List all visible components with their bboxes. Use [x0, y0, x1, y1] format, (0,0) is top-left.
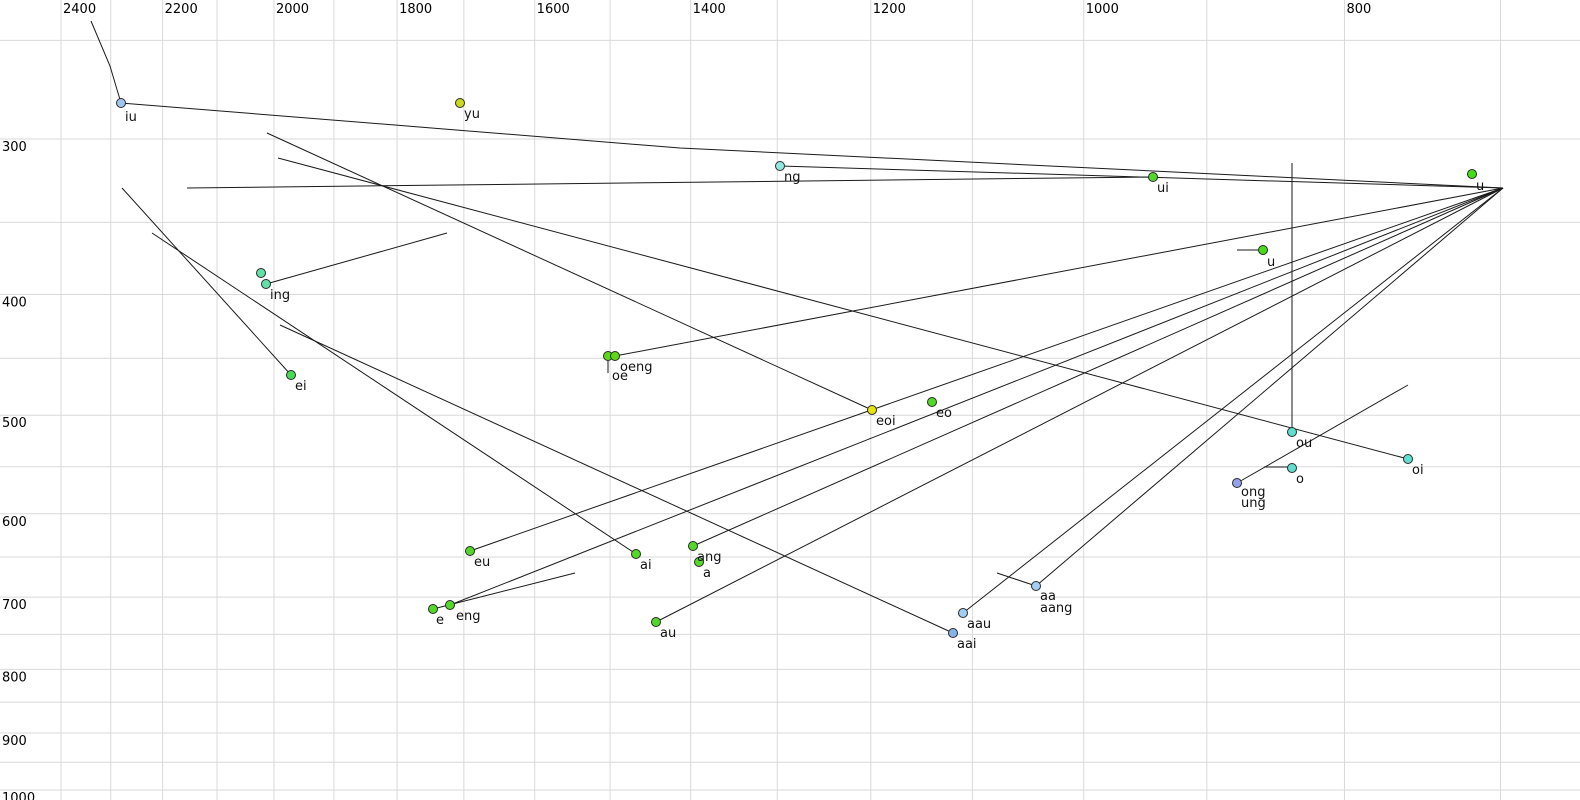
point-au — [651, 617, 661, 627]
label-u-top: u — [1476, 179, 1484, 194]
y-tick-label: 900 — [2, 734, 27, 749]
point-aau — [958, 608, 968, 618]
point-eng — [445, 600, 455, 610]
x-tick-label: 2400 — [63, 2, 96, 17]
label-a: a — [703, 566, 711, 581]
trajectory-iu-glide — [120, 102, 1504, 189]
label-au: au — [660, 626, 676, 641]
label-oeng: oeng — [620, 360, 652, 375]
x-tick-label: 800 — [1346, 2, 1371, 17]
point-e — [428, 604, 438, 614]
x-tick-label: 2000 — [276, 2, 309, 17]
label-aa-aang-1: aang — [1040, 601, 1072, 616]
point-ing — [261, 279, 271, 289]
point-eoi — [867, 405, 877, 415]
y-tick-label: 700 — [2, 598, 27, 613]
label-ui: ui — [1157, 181, 1169, 196]
point-aai — [948, 628, 958, 638]
label-u-mid: u — [1267, 255, 1275, 270]
trajectory-ang-glide — [692, 187, 1504, 547]
y-tick-label: 300 — [2, 140, 27, 155]
point-a — [694, 557, 704, 567]
label-eo: eo — [936, 406, 952, 421]
point-ei — [286, 370, 296, 380]
label-aa-aang: aa — [1040, 589, 1056, 604]
x-tick-label: 1400 — [693, 2, 726, 17]
y-tick-label: 600 — [2, 515, 27, 530]
trajectory-au-glide — [655, 187, 1504, 623]
label-ong-ung-1: ung — [1241, 496, 1266, 511]
x-axis-tick-labels: 2400 2200 2000 1800 1600 1400 1200 1000 800 — [63, 2, 1371, 17]
point-oeng — [610, 351, 620, 361]
x-tick-label: 2200 — [165, 2, 198, 17]
label-ei: ei — [295, 379, 307, 394]
trajectory-eu-glide — [469, 187, 1504, 552]
point-oi — [1403, 454, 1413, 464]
label-o: o — [1296, 472, 1304, 487]
y-axis-tick-labels: 300 400 500 600 700 800 900 1000 — [2, 140, 35, 800]
label-eng: eng — [456, 609, 481, 624]
point-eo — [927, 397, 937, 407]
label-ng: ng — [784, 170, 801, 185]
point-yu — [455, 98, 465, 108]
trajectory-ui-glide — [186, 176, 1154, 189]
point-ui — [1148, 172, 1158, 182]
label-yu: yu — [464, 107, 480, 122]
trajectory-ong-glide — [1236, 384, 1409, 484]
trajectory-aai-glide — [279, 324, 954, 634]
point-iu — [116, 98, 126, 108]
point-u-top — [1467, 169, 1477, 179]
label-oi: oi — [1412, 463, 1424, 478]
label-aai: aai — [957, 637, 977, 652]
point-o — [1287, 463, 1297, 473]
trajectory-ai-glide — [151, 232, 637, 555]
vowel-points — [116, 98, 1477, 638]
trajectory-aau-glide — [962, 187, 1504, 614]
label-iu: iu — [125, 110, 137, 125]
trajectory-ing-glide — [265, 232, 448, 285]
trajectory-oi-glide — [277, 157, 1409, 460]
label-ang: ang — [697, 550, 721, 565]
trajectory-e-drift — [432, 572, 576, 610]
point-ou — [1287, 427, 1297, 437]
label-oe: oe — [612, 369, 628, 384]
y-tick-label: 400 — [2, 296, 27, 311]
point-ang — [688, 541, 698, 551]
formant-trajectories — [90, 20, 1504, 634]
trajectory-aa-tick — [996, 572, 1037, 587]
y-tick-label: 500 — [2, 416, 27, 431]
label-ou: ou — [1296, 436, 1312, 451]
point-eu — [465, 546, 475, 556]
trajectory-aang-glide — [1035, 187, 1504, 587]
x-tick-label: 1200 — [873, 2, 906, 17]
label-ong-ung: ong — [1241, 485, 1265, 500]
point-ong-ung — [1232, 478, 1242, 488]
trajectory-oeng-glide — [614, 187, 1504, 357]
trajectory-iu-onset — [90, 20, 122, 104]
trajectory-eng-glide — [449, 187, 1504, 606]
label-e: e — [436, 613, 444, 628]
point-ai — [631, 549, 641, 559]
label-ing: ing — [270, 288, 290, 303]
x-tick-label: 1600 — [537, 2, 570, 17]
x-tick-label: 1800 — [399, 2, 432, 17]
point-ng — [775, 161, 785, 171]
label-aau: aau — [967, 617, 991, 632]
y-tick-label: 800 — [2, 670, 27, 685]
label-ai: ai — [640, 558, 652, 573]
label-eoi: eoi — [876, 414, 896, 429]
label-eu: eu — [474, 555, 490, 570]
y-tick-label: 1000 — [2, 791, 35, 800]
point-i-extra — [256, 268, 266, 278]
x-tick-label: 1000 — [1086, 2, 1119, 17]
point-u-mid — [1258, 245, 1268, 255]
trajectory-eoi-glide — [266, 132, 873, 411]
point-aa-aang — [1031, 581, 1041, 591]
trajectory-ei-glide — [121, 187, 292, 376]
